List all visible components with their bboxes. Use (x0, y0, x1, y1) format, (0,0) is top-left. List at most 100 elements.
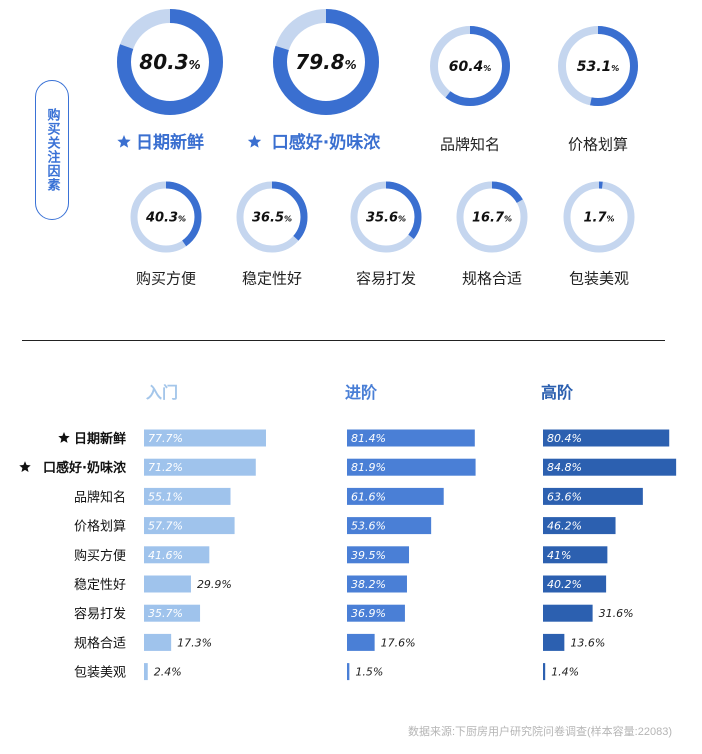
donut-arc (236, 181, 308, 253)
bar-value-label: 31.6% (599, 607, 634, 620)
bar-category-label: 购买方便 (74, 548, 126, 564)
donut-arc (563, 181, 635, 253)
star-icon (58, 432, 70, 443)
section-label: 购买关注因素 (44, 108, 60, 192)
donut-value-label: 53.1% (577, 59, 620, 75)
series-header: 高阶 (541, 383, 574, 402)
bar (543, 487, 643, 505)
donut-category-label: 包装美观 (569, 269, 629, 287)
star-icon (247, 135, 262, 148)
donut-arc (350, 181, 422, 253)
bar (543, 604, 593, 622)
bar-category-label: 口感好·奶味浓 (43, 460, 127, 476)
donut-arc (430, 26, 510, 106)
bar (144, 487, 231, 505)
bar-value-label: 61.6% (351, 490, 386, 503)
donut-item: 40.3% 购买方便 (130, 181, 202, 287)
bar-value-label: 13.6% (570, 636, 605, 649)
donut-item: 16.7% 规格合适 (456, 181, 528, 287)
bar-value-label: 1.4% (551, 666, 579, 679)
bar (543, 458, 677, 476)
bar (144, 429, 266, 447)
donut-item: 53.1% 价格划算 (558, 26, 638, 153)
donut-value-label: 60.4% (449, 59, 492, 75)
bar (543, 575, 607, 593)
bar (543, 633, 565, 651)
bar-value-label: 41% (547, 549, 571, 562)
donut-category-label: 购买方便 (136, 269, 196, 287)
bar-value-label: 2.4% (154, 666, 182, 679)
bar-category-label: 规格合适 (74, 635, 126, 651)
donut-value-label: 36.5% (252, 211, 292, 226)
bar (543, 429, 670, 447)
bar-category-label: 价格划算 (74, 519, 126, 535)
donut-arc (117, 9, 223, 115)
bar-value-label: 80.4% (547, 432, 582, 445)
series-header: 进阶 (345, 383, 378, 402)
bar-category-label: 容易打发 (74, 606, 126, 622)
donut-item: 35.6% 容易打发 (350, 181, 422, 287)
donut-category-label: 规格合适 (462, 269, 522, 287)
bar-value-label: 57.7% (148, 520, 183, 533)
donut-category-label: 日期新鲜 (136, 132, 204, 153)
bar (347, 575, 407, 593)
bar (144, 604, 201, 622)
bar-category-label: 稳定性好 (74, 577, 126, 593)
bar-value-label: 35.7% (148, 607, 183, 620)
bar-value-label: 40.2% (547, 578, 582, 591)
donut-category-label: 口感好·奶味浓 (272, 132, 381, 153)
donut-value-label: 79.8% (295, 50, 356, 74)
donut-item: 80.3% 日期新鲜 (117, 9, 223, 153)
bar (347, 458, 476, 476)
source-note: 数据来源:下厨房用户研究院问卷调查(样本容量:22083) (407, 726, 672, 738)
bar-value-label: 46.2% (547, 520, 582, 533)
bar-value-label: 39.5% (351, 549, 386, 562)
donut-item: 1.7% 包装美观 (563, 181, 635, 287)
donut-value-label: 35.6% (366, 211, 406, 226)
bar (347, 604, 405, 622)
star-icon (117, 135, 131, 148)
bar (144, 663, 148, 681)
bar (347, 663, 350, 681)
bar (347, 633, 375, 651)
star-icon (19, 461, 31, 473)
bar-value-label: 71.2% (148, 461, 183, 474)
donut-item: 79.8% 口感好·奶味浓 (247, 9, 381, 153)
bar (144, 517, 235, 535)
bar (347, 546, 410, 564)
bar (347, 487, 444, 505)
bar (543, 546, 608, 564)
bar-category-label: 日期新鲜 (74, 431, 126, 447)
donut-item: 60.4% 品牌知名 (430, 26, 510, 153)
donut-value-label: 80.3% (139, 50, 200, 74)
bar-value-label: 36.9% (351, 607, 386, 620)
bar-value-label: 17.6% (381, 636, 416, 649)
donut-value-label: 1.7% (583, 211, 614, 226)
bar (543, 517, 616, 535)
donut-category-label: 价格划算 (568, 135, 628, 153)
bar (144, 633, 172, 651)
bar (347, 429, 475, 447)
donut-arc (130, 181, 202, 253)
bar-value-label: 38.2% (351, 578, 386, 591)
donut-arc (273, 9, 379, 115)
bar-value-label: 1.5% (355, 666, 383, 679)
bar (144, 458, 256, 476)
donut-arc (456, 181, 528, 253)
bar-value-label: 81.9% (351, 461, 386, 474)
bar-value-label: 53.6% (351, 520, 386, 533)
bar-value-label: 77.7% (148, 432, 183, 445)
bar-value-label: 63.6% (547, 490, 582, 503)
bar (144, 575, 191, 593)
bar-category-label: 包装美观 (74, 666, 126, 681)
bar (347, 517, 432, 535)
donut-category-label: 容易打发 (356, 269, 416, 287)
donut-item: 36.5% 稳定性好 (236, 181, 308, 287)
bar-value-label: 81.4% (351, 432, 386, 445)
bar-value-label: 41.6% (148, 549, 183, 562)
donut-category-label: 稳定性好 (242, 269, 302, 287)
bar-value-label: 55.1% (148, 490, 183, 503)
bar-value-label: 29.9% (197, 578, 232, 591)
donut-value-label: 16.7% (472, 211, 512, 226)
